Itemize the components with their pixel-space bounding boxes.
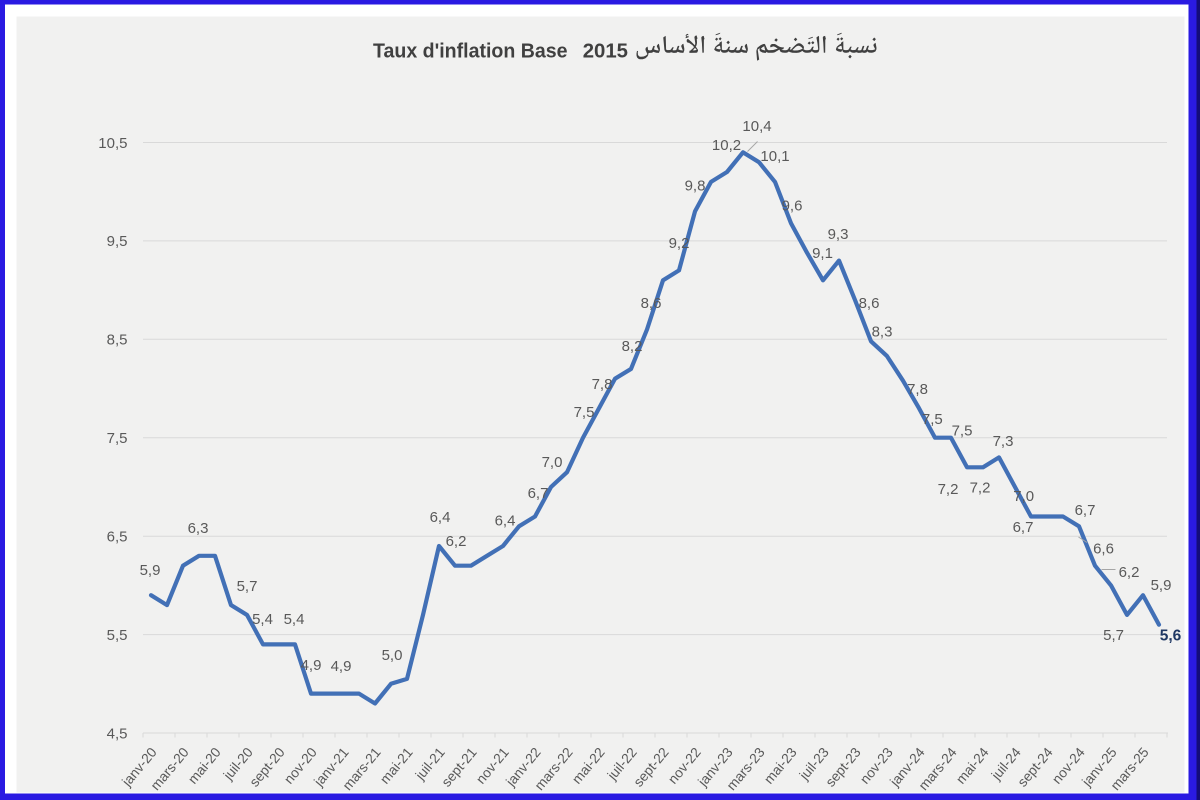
svg-text:7,8: 7,8: [592, 376, 613, 393]
svg-text:5,5: 5,5: [107, 627, 128, 644]
svg-text:4,9: 4,9: [301, 657, 322, 674]
svg-text:7,0: 7,0: [542, 454, 563, 471]
svg-text:7,8: 7,8: [907, 381, 928, 398]
svg-text:4,5: 4,5: [107, 725, 128, 742]
svg-text:8,6: 8,6: [859, 295, 880, 312]
svg-text:6,7: 6,7: [1013, 519, 1034, 536]
svg-text:5,9: 5,9: [140, 562, 161, 579]
svg-text:9,8: 9,8: [685, 178, 706, 195]
svg-text:10,5: 10,5: [98, 135, 127, 152]
svg-text:8,5: 8,5: [107, 332, 128, 349]
svg-text:7,5: 7,5: [952, 423, 973, 440]
svg-text:10,2: 10,2: [712, 137, 741, 154]
svg-text:10,4: 10,4: [742, 118, 771, 135]
svg-text:9,5: 9,5: [107, 233, 128, 250]
svg-text:Taux d'inflation Base: Taux d'inflation Base: [373, 40, 568, 63]
svg-text:9,1: 9,1: [812, 245, 833, 262]
svg-text:5,4: 5,4: [252, 611, 273, 628]
svg-text:10,1: 10,1: [760, 148, 789, 165]
svg-text:4,9: 4,9: [331, 658, 352, 675]
svg-text:9,6: 9,6: [782, 198, 803, 215]
svg-text:7,2: 7,2: [970, 480, 991, 497]
svg-text:7,5: 7,5: [922, 411, 943, 428]
svg-text:9,3: 9,3: [828, 226, 849, 243]
svg-text:7,0: 7,0: [1013, 488, 1034, 505]
svg-text:8,2: 8,2: [622, 338, 643, 355]
svg-text:6,7: 6,7: [1075, 502, 1096, 519]
svg-text:6,3: 6,3: [188, 520, 209, 537]
svg-text:6,5: 6,5: [107, 529, 128, 546]
svg-text:2015: 2015: [583, 40, 628, 63]
svg-text:8,6: 8,6: [641, 295, 662, 312]
svg-text:7,3: 7,3: [993, 433, 1014, 450]
svg-text:5,7: 5,7: [237, 578, 258, 595]
svg-text:5,0: 5,0: [382, 647, 403, 664]
svg-text:9,2: 9,2: [669, 235, 690, 252]
svg-text:5,7: 5,7: [1103, 627, 1124, 644]
svg-text:7,2: 7,2: [938, 481, 959, 498]
svg-text:6,2: 6,2: [446, 533, 467, 550]
svg-text:6,2: 6,2: [1119, 564, 1140, 581]
svg-text:8,3: 8,3: [872, 324, 893, 341]
svg-text:7,5: 7,5: [107, 430, 128, 447]
svg-text:6,4: 6,4: [430, 509, 451, 526]
svg-text:5,6: 5,6: [1160, 628, 1182, 645]
svg-text:6,7: 6,7: [528, 485, 549, 502]
svg-text:6,4: 6,4: [495, 513, 516, 530]
svg-text:6,6: 6,6: [1093, 541, 1114, 558]
svg-text:5,9: 5,9: [1151, 577, 1172, 594]
svg-text:5,4: 5,4: [284, 611, 305, 628]
svg-text:7,5: 7,5: [574, 404, 595, 421]
